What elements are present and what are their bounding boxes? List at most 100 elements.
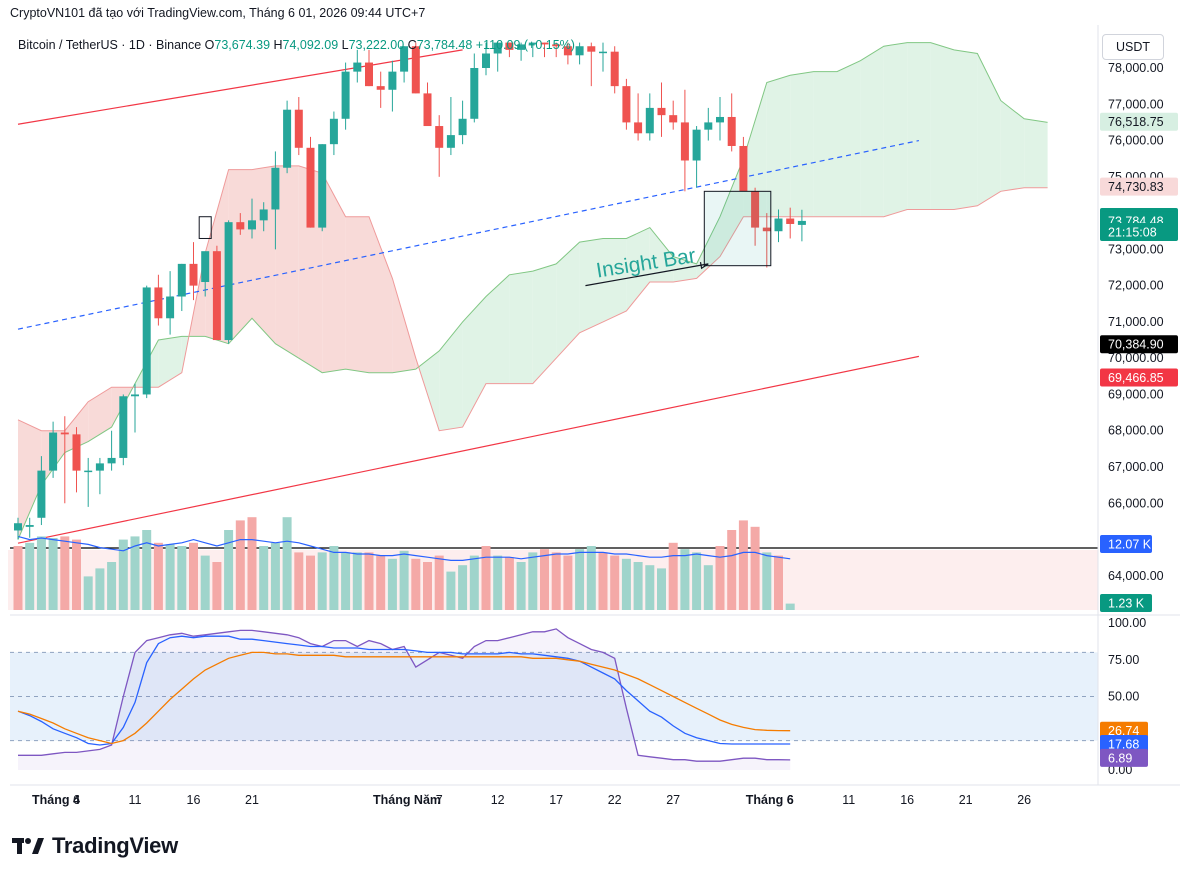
candle-body	[645, 107, 654, 134]
candle-body	[669, 115, 678, 123]
volume-badge-bg	[1100, 535, 1152, 553]
price-tick-label: 73,000.00	[1108, 242, 1164, 256]
cloud-segment	[743, 82, 767, 217]
oscillator-badge-bg	[1100, 735, 1148, 754]
cloud-segment	[532, 263, 557, 384]
cloud-segment	[720, 158, 744, 257]
price-tick-label: 77,000.00	[1108, 97, 1164, 111]
candle-body	[376, 86, 385, 90]
publisher-line: CryptoVN101 đã tạo với TradingView.com, …	[10, 6, 426, 20]
time-tick-label: 21	[245, 793, 259, 807]
candle-body	[14, 523, 22, 531]
volume-bar	[399, 550, 409, 610]
candle-body	[271, 167, 280, 210]
volume-bar	[48, 538, 58, 610]
candlesticks	[14, 42, 806, 540]
volume-bar	[598, 552, 608, 610]
currency-button[interactable]: USDT	[1102, 34, 1164, 60]
volume-bar	[575, 549, 585, 610]
volume-bars	[8, 517, 1098, 610]
cloud-segment	[486, 274, 510, 384]
footer-brand-text: TradingView	[52, 833, 178, 858]
price-tick-label: 72,000.00	[1108, 279, 1164, 293]
volume-bar	[107, 562, 117, 610]
cloud-segment	[252, 165, 276, 344]
price-tick-label: 64,000.00	[1108, 569, 1164, 583]
oscillator-tick-label: 100.00	[1108, 616, 1146, 630]
time-tick-label: Tháng Năm	[373, 793, 441, 807]
cloud-segment	[392, 278, 416, 373]
candle-body	[634, 122, 643, 134]
cloud-segment	[322, 173, 346, 373]
price-tick-label: 70,000.00	[1108, 351, 1164, 365]
volume-badge-bg	[1100, 594, 1152, 612]
volume-bar	[738, 520, 748, 610]
cloud-segment	[298, 165, 323, 373]
candle-body	[727, 116, 736, 146]
cloud-segment	[345, 216, 369, 373]
cloud-segment	[1000, 100, 1025, 192]
time-tick-label: 16	[187, 793, 201, 807]
candle-body	[341, 71, 350, 119]
price-tick-label: 69,000.00	[1108, 387, 1164, 401]
volume-bar	[551, 552, 561, 610]
volume-bar	[645, 565, 655, 610]
symbol-title[interactable]: Bitcoin / TetherUS · 1D · Binance	[18, 38, 202, 52]
candle-body	[318, 144, 327, 228]
stoch-k-line	[18, 628, 791, 762]
volume-bar	[680, 549, 690, 610]
volume-bar	[95, 568, 105, 610]
volume-bar	[306, 555, 315, 610]
volume-bar	[189, 542, 198, 610]
volume-bar	[352, 552, 362, 610]
footer-brand[interactable]: TradingView	[12, 830, 178, 862]
volume-bar	[60, 536, 70, 610]
stoch-k-fill	[18, 628, 791, 770]
cloud-segment	[509, 271, 533, 384]
volume-bar	[13, 546, 23, 610]
time-tick-label: 6	[73, 793, 80, 807]
volume-bar	[177, 546, 187, 610]
volume-bar	[516, 562, 526, 610]
price-badge: 70,384.90	[1108, 338, 1164, 352]
volume-bar	[657, 568, 666, 610]
span-b-line	[17, 165, 1048, 432]
time-tick-label: 7	[436, 793, 443, 807]
cloud-segment	[275, 165, 299, 359]
volume-bar	[727, 530, 737, 610]
candle-body	[201, 251, 210, 283]
candle-body	[411, 46, 420, 94]
cloud-segment	[579, 238, 603, 333]
insight-arrow-line	[585, 263, 709, 287]
cloud-segment	[228, 169, 252, 344]
cloud-segment	[813, 71, 837, 217]
candle-body	[540, 42, 549, 45]
volume-bar	[434, 555, 444, 610]
candle-body	[458, 118, 467, 136]
candle-body	[25, 525, 34, 527]
volume-bar	[586, 546, 596, 610]
volume-badge: 1.23 K	[1108, 597, 1145, 611]
cloud-segment	[1024, 118, 1048, 188]
candle-body	[774, 218, 783, 232]
price-badge: 76,518.75	[1108, 115, 1164, 129]
time-tick-label: 22	[608, 793, 622, 807]
volume-bar	[715, 546, 725, 610]
open-label: O	[204, 38, 215, 52]
volume-bar	[329, 546, 339, 610]
axes: 78,000.0077,000.0076,000.0075,000.0073,0…	[10, 25, 1180, 807]
volume-bar	[668, 542, 678, 610]
candle-body	[692, 129, 701, 161]
candle-body	[528, 42, 537, 45]
candle-body	[365, 62, 373, 87]
cloud-segment	[556, 242, 580, 359]
cloud-segment	[954, 49, 978, 210]
close-value: 73,784.48	[416, 38, 473, 52]
volume-bar	[493, 555, 503, 610]
time-tick-label: 17	[549, 793, 563, 807]
candle-body	[306, 147, 315, 228]
volume-bar	[762, 552, 772, 610]
candle-body	[259, 209, 268, 221]
candle-body	[493, 42, 502, 54]
